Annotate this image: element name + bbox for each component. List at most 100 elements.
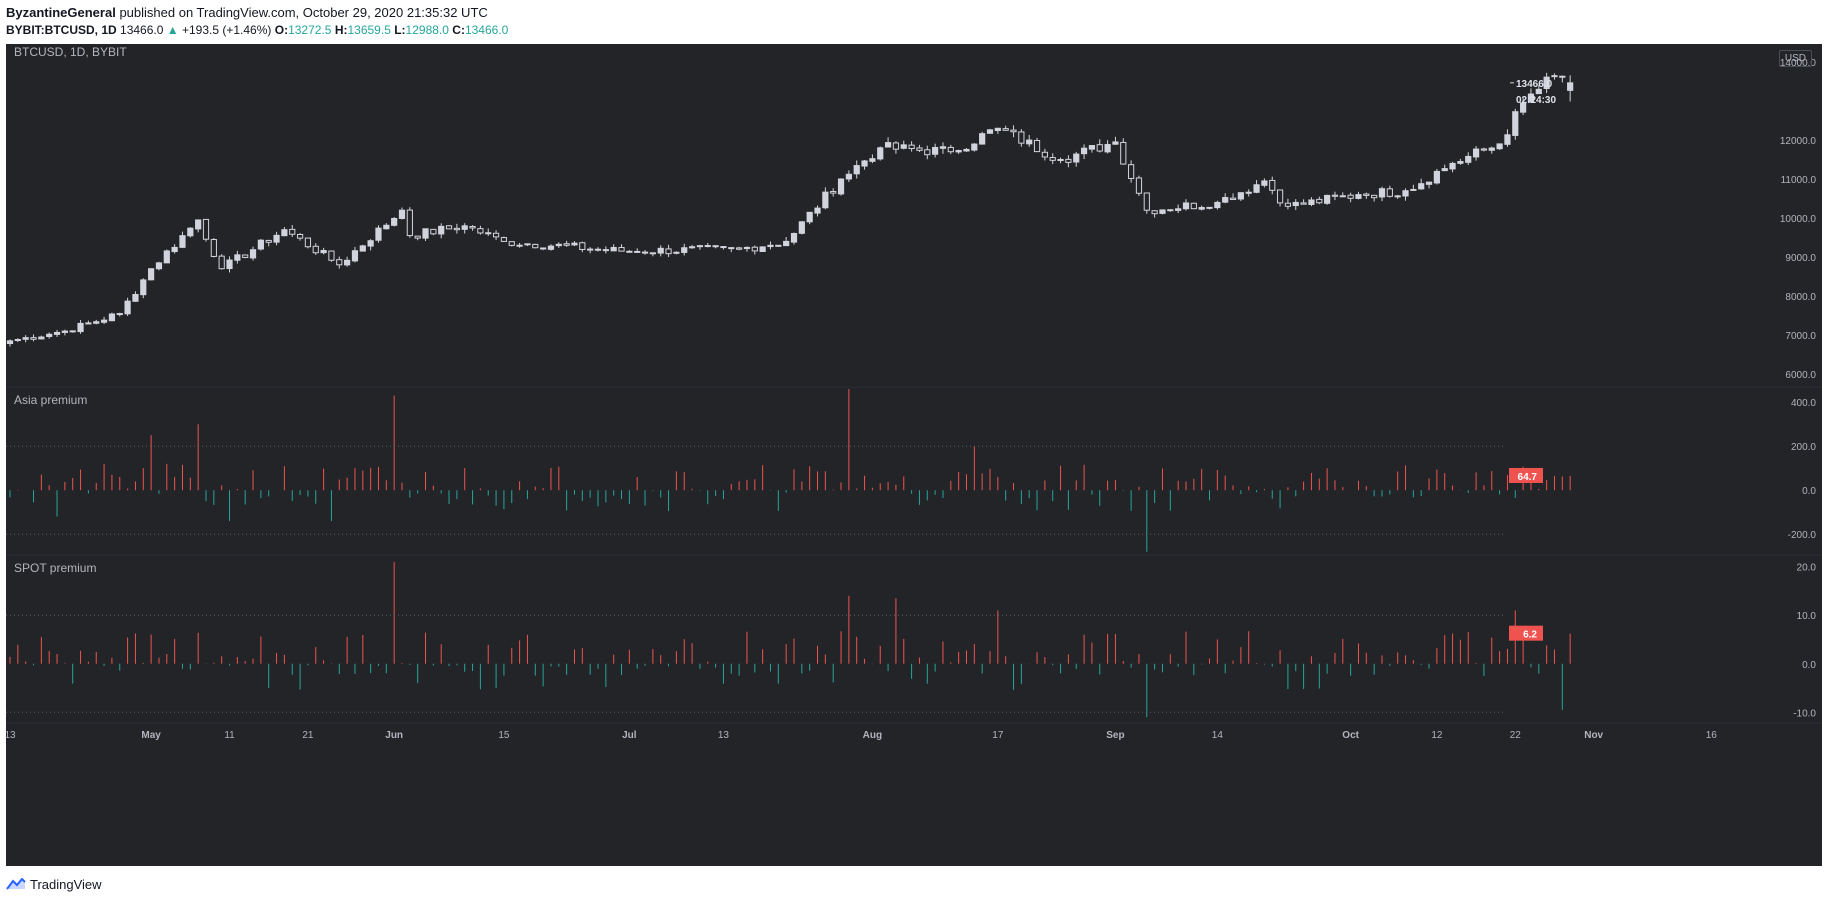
candle-body — [22, 337, 29, 340]
candle-body — [1284, 202, 1292, 207]
time-axis-tick: May — [141, 730, 161, 741]
chart-svg[interactable]: 14000.0 12000.0 11000.0 10000.0 9000.0 8000.0… — [6, 44, 1822, 866]
candle-body — [759, 246, 766, 252]
candle-body — [1065, 158, 1072, 163]
candle-body — [1088, 145, 1096, 150]
candle-body — [822, 191, 829, 209]
candle-body — [61, 330, 68, 333]
indicator-axis-tick: 20.0 — [1797, 563, 1817, 574]
candle-body — [195, 219, 202, 230]
price-axis-tick: 14000.0 — [1780, 58, 1817, 69]
candle-body — [1520, 102, 1527, 113]
candle-body — [1143, 192, 1150, 211]
author-name[interactable]: ByzantineGeneral — [6, 5, 116, 20]
candle-body — [602, 249, 609, 252]
candle-body — [257, 239, 264, 250]
time-axis-tick: 12 — [1431, 730, 1443, 741]
candle-body — [163, 250, 170, 264]
candle-body — [1402, 190, 1409, 197]
candle-body — [1543, 76, 1550, 90]
candle-body — [281, 229, 288, 237]
candle-body — [775, 244, 782, 247]
time-axis-tick: Nov — [1584, 730, 1603, 741]
candle-body — [1198, 207, 1205, 210]
candle-body — [1080, 147, 1088, 155]
candle-body — [806, 211, 813, 223]
time-axis-tick: Aug — [863, 730, 882, 741]
candle-body — [1151, 210, 1158, 215]
candle-body — [6, 340, 14, 345]
high-value: 13659.5 — [347, 23, 391, 37]
candle-body — [798, 221, 805, 234]
candle-body — [344, 259, 351, 266]
candle-body — [626, 250, 633, 253]
candle-body — [884, 142, 892, 148]
candle-body — [916, 147, 923, 151]
candle-body — [116, 313, 123, 316]
candle-body — [1245, 191, 1252, 194]
candle-body — [688, 246, 696, 249]
candle-body — [1418, 183, 1425, 190]
candle-body — [1378, 188, 1386, 198]
chart-title: BTCUSD, 1D, BYBIT — [14, 45, 127, 59]
candle-body — [469, 226, 476, 229]
indicator-axis-tick: -200.0 — [1788, 530, 1817, 541]
candle-body — [187, 227, 194, 237]
candle-body — [516, 244, 523, 247]
ohlc-line: BYBIT:BTCUSD, 1D 13466.0 ▲ +193.5 (+1.46… — [6, 23, 508, 37]
candle-body — [1496, 143, 1503, 150]
time-axis-tick: 16 — [1706, 730, 1718, 741]
candle-body — [69, 330, 76, 333]
candle-body — [1512, 111, 1519, 136]
tradingview-icon — [6, 878, 26, 890]
candle-body — [445, 225, 453, 230]
candle-body — [790, 232, 798, 243]
open-value: 13272.5 — [288, 23, 332, 37]
candle-body — [30, 337, 37, 340]
symbol-label: BYBIT:BTCUSD, 1D — [6, 23, 117, 37]
price-axis-tick: 11000.0 — [1781, 175, 1817, 186]
candle-body — [242, 254, 249, 258]
candle-body — [304, 237, 312, 248]
time-axis-tick: Jul — [622, 730, 637, 741]
candle-body — [1449, 162, 1456, 170]
last-value-label: 6.2 — [1523, 630, 1537, 641]
low-value: 12988.0 — [405, 23, 449, 37]
candle-body — [485, 232, 492, 235]
candle-body — [1371, 194, 1378, 199]
candle-body — [1057, 159, 1064, 161]
candle-body — [540, 247, 547, 250]
candle-body — [1041, 151, 1048, 158]
countdown-label: 02:24:30 — [1516, 95, 1556, 106]
chart-area[interactable]: 14000.0 12000.0 11000.0 10000.0 9000.0 8000.0… — [6, 44, 1822, 866]
indicator-axis-tick: 0.0 — [1802, 486, 1816, 497]
currency-button[interactable]: USD — [1778, 50, 1812, 67]
candle-body — [398, 209, 406, 219]
candle-body — [1386, 188, 1393, 197]
candle-body — [171, 246, 178, 253]
candle-body — [712, 245, 719, 248]
candle-body — [751, 246, 758, 252]
candle-body — [649, 252, 656, 255]
candle-body — [1441, 168, 1448, 172]
candle-body — [610, 246, 617, 252]
candle-body — [657, 247, 664, 254]
published-text: published on TradingView.com, October 29… — [119, 5, 488, 20]
change-arrow-icon: ▲ — [166, 23, 179, 37]
candle-body — [1355, 194, 1362, 199]
candle-body — [93, 321, 100, 324]
spot-premium-label: SPOT premium — [14, 561, 97, 575]
candle-body — [46, 333, 53, 338]
candle-body — [312, 245, 319, 254]
tradingview-logo[interactable]: TradingView — [6, 874, 102, 894]
candle-body — [461, 225, 468, 230]
candle-body — [351, 250, 359, 262]
candle-body — [845, 173, 852, 180]
last-price-label: 13466.0 — [1516, 79, 1553, 90]
candle-body — [1112, 141, 1119, 145]
price-axis-tick: 10000.0 — [1780, 214, 1817, 225]
candle-body — [1229, 197, 1237, 201]
open-label: O: — [274, 23, 289, 37]
candle-body — [1339, 195, 1346, 198]
candle-body — [289, 228, 296, 235]
